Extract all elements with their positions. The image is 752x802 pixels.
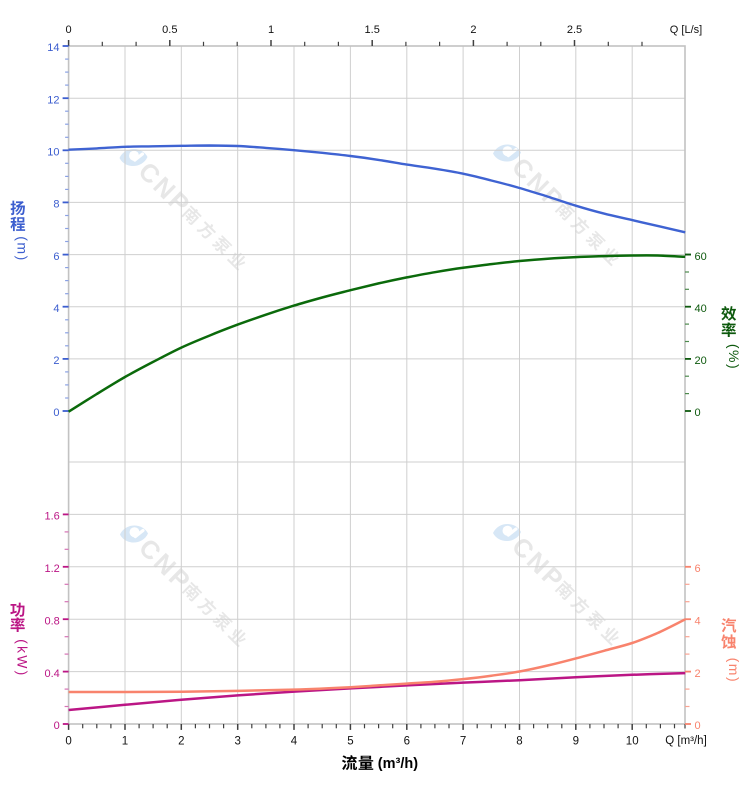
- svg-text:0.4: 0.4: [45, 668, 60, 680]
- svg-text:0: 0: [695, 720, 701, 732]
- svg-text:Q [L/s]: Q [L/s]: [670, 24, 702, 36]
- svg-text:2: 2: [53, 355, 59, 367]
- svg-text:0.5: 0.5: [162, 24, 177, 36]
- svg-text:(%): (%): [726, 344, 742, 370]
- svg-text:10: 10: [626, 736, 639, 748]
- svg-text:12: 12: [47, 94, 59, 106]
- svg-text:0: 0: [695, 407, 701, 419]
- svg-text:(m³/h): (m³/h): [378, 756, 418, 772]
- svg-text:(m): (m): [14, 236, 30, 262]
- svg-text:6: 6: [53, 251, 59, 263]
- svg-text:10: 10: [47, 147, 59, 159]
- svg-text:9: 9: [573, 736, 579, 748]
- svg-text:0: 0: [54, 720, 60, 732]
- svg-text:5: 5: [347, 736, 353, 748]
- svg-text:60: 60: [695, 251, 707, 263]
- svg-text:4: 4: [53, 303, 59, 315]
- svg-text:1: 1: [268, 24, 274, 36]
- svg-text:20: 20: [695, 355, 707, 367]
- svg-text:6: 6: [404, 736, 410, 748]
- svg-text:3: 3: [234, 736, 240, 748]
- svg-text:8: 8: [516, 736, 522, 748]
- svg-text:1.6: 1.6: [45, 511, 60, 523]
- svg-text:2: 2: [695, 668, 701, 680]
- svg-text:6: 6: [695, 563, 701, 575]
- svg-text:0: 0: [53, 407, 59, 419]
- svg-text:2: 2: [178, 736, 184, 748]
- svg-text:1.5: 1.5: [365, 24, 380, 36]
- svg-text:8: 8: [53, 199, 59, 211]
- svg-text:7: 7: [460, 736, 466, 748]
- svg-text:4: 4: [291, 736, 298, 748]
- svg-text:0.8: 0.8: [45, 615, 60, 627]
- svg-text:2.5: 2.5: [567, 24, 582, 36]
- svg-text:Q [m³/h]: Q [m³/h]: [665, 735, 707, 747]
- svg-text:0: 0: [66, 24, 72, 36]
- svg-text:(m): (m): [726, 658, 742, 684]
- svg-text:40: 40: [695, 303, 707, 315]
- svg-text:1: 1: [122, 736, 128, 748]
- svg-text:2: 2: [470, 24, 476, 36]
- svg-text:4: 4: [695, 615, 701, 627]
- svg-text:14: 14: [47, 42, 59, 54]
- svg-text:1.2: 1.2: [45, 563, 60, 575]
- svg-text:0: 0: [65, 736, 71, 748]
- svg-text:(kW): (kW): [14, 639, 30, 677]
